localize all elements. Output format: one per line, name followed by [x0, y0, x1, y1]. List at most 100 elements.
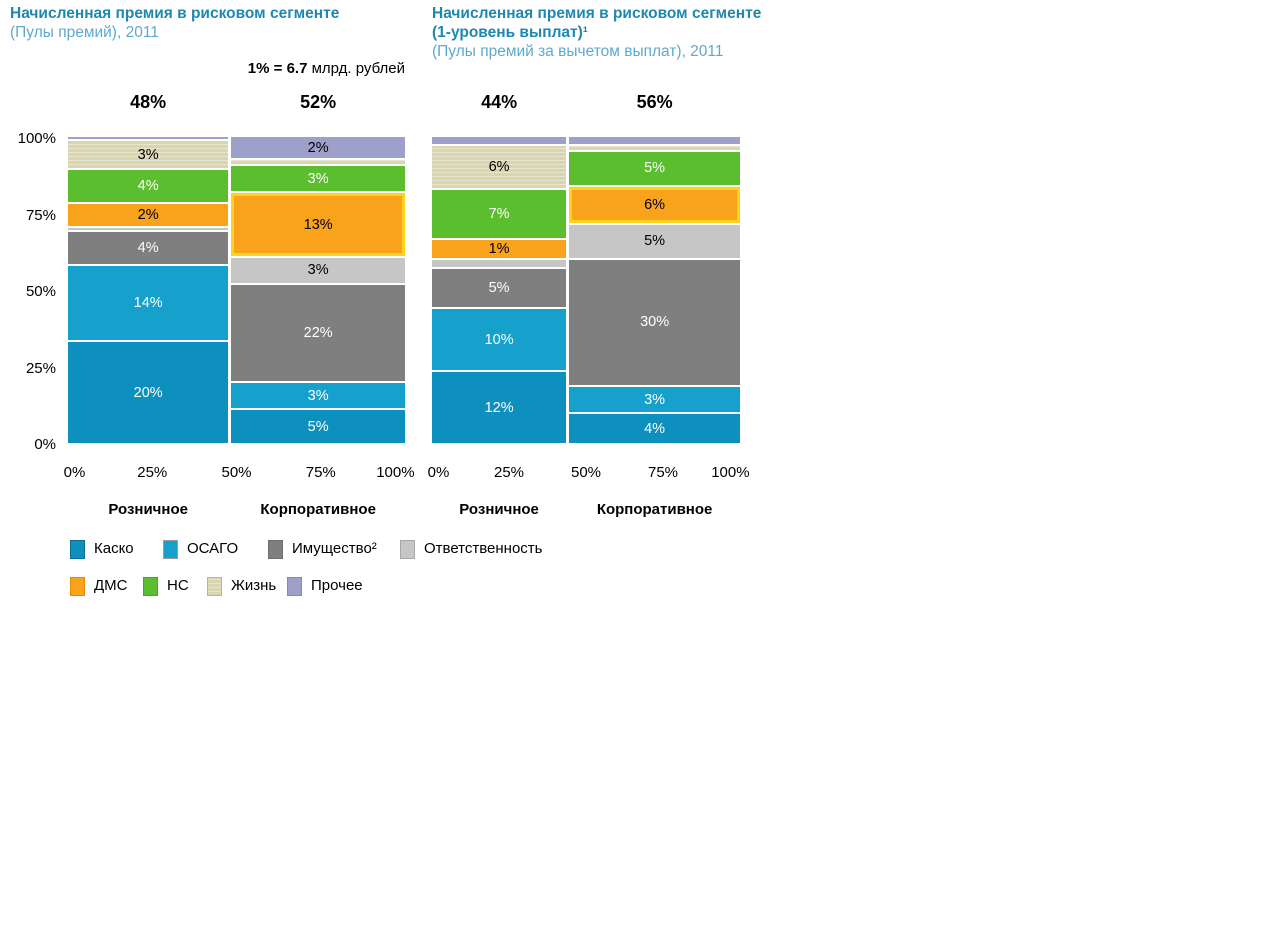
segment-label: 5% — [644, 160, 666, 177]
column-label-Корпоративное: Корпоративное — [596, 501, 713, 518]
legend-label-Имущество: Имущество² — [292, 540, 377, 557]
legend-swatch-НС — [143, 576, 158, 596]
segment-Розничное-Имущество: 5% — [432, 269, 567, 308]
segment-Корпоративное-Прочее: 2% — [231, 137, 405, 159]
segment-Розничное-Жизнь: 3% — [68, 141, 229, 169]
segment-Корпоративное-Каско: 4% — [569, 414, 740, 443]
segment-Корпоративное-Жизнь — [569, 146, 740, 151]
x-axis-tick-75: 75% — [305, 464, 336, 481]
segment-Розничное-НС: 4% — [68, 170, 229, 202]
segment-label: 6% — [644, 196, 666, 213]
segment-Розничное-НС: 7% — [432, 190, 567, 238]
x-axis-tick-25: 25% — [137, 464, 168, 481]
segment-Корпоративное-Ответственность: 3% — [231, 257, 405, 284]
segment-Розничное-Ответственность — [68, 228, 229, 231]
segment-label: 3% — [307, 262, 329, 279]
x-axis-tick-50: 50% — [570, 464, 602, 481]
chart-title-right-line3: (Пулы премий за вычетом выплат), 2011 — [432, 43, 724, 60]
legend-item-Каско: Каско — [70, 539, 134, 559]
legend-label-НС: НС — [167, 577, 189, 594]
legend-label-Ответственность: Ответственность — [424, 540, 543, 557]
segment-Розничное-ОСАГО: 14% — [68, 265, 229, 341]
mekko-chart-premium-net-of-claims: 44% 56% 6% 7% 1% 5% 10% 12% 5% 6% 5% 30% 3% 4% 0% 25%… — [428, 92, 750, 532]
segment-Корпоративное-Ответственность: 5% — [569, 225, 740, 258]
segment-label: 3% — [644, 391, 666, 408]
segment-label: 4% — [137, 240, 159, 256]
mekko-plot: 3% 4% 2% 4% 14% 20% 2% 3% 13% 3% 22% 3% 5% — [68, 137, 405, 444]
mekko-column-Розничное: 6% 7% 1% 5% 10% 12% — [432, 137, 567, 444]
y-axis-tick-25: 25% — [25, 359, 56, 377]
legend-swatch-ДМС — [70, 576, 85, 596]
segment-label: 30% — [640, 314, 670, 331]
column-share-Розничное: 44% — [481, 92, 518, 112]
x-axis-tick-100: 100% — [711, 464, 750, 481]
column-label-Розничное: Розничное — [459, 501, 539, 518]
segment-Корпоративное-ДМС: 13% — [231, 193, 405, 256]
segment-label: 14% — [133, 295, 163, 311]
legend-swatch-ОСАГО — [163, 539, 178, 559]
mekko-chart-premium-pools: 48% 52% 3% 4% 2% 4% 14% 20% 2% 3% 13% 3% 22% 3% 5% 0%… — [64, 92, 415, 532]
segment-label: 5% — [644, 233, 666, 250]
segment-Розничное-Имущество: 4% — [68, 232, 229, 264]
column-labels: Розничное Корпоративное — [432, 501, 740, 521]
legend-item-НС: НС — [143, 576, 189, 596]
segment-Розничное-ДМС: 2% — [68, 203, 229, 227]
segment-Корпоративное-ДМС: 6% — [569, 186, 740, 223]
column-share-headers: 44% 56% — [432, 92, 740, 114]
legend-item-Имущество: Имущество² — [268, 539, 377, 559]
mekko-column-Корпоративное: 2% 3% 13% 3% 22% 3% 5% — [231, 137, 405, 443]
mekko-column-Корпоративное: 5% 6% 5% 30% 3% 4% — [569, 137, 740, 443]
segment-label: 10% — [484, 331, 514, 348]
segment-Розничное-Каско: 20% — [68, 342, 229, 444]
legend-item-Жизнь: Жизнь — [207, 576, 276, 596]
segment-label: 3% — [307, 387, 329, 404]
segment-Корпоративное-Имущество: 30% — [569, 259, 740, 385]
segment-Розничное-Прочее — [68, 137, 229, 140]
segment-label: 20% — [133, 384, 163, 401]
segment-label: 4% — [137, 177, 159, 194]
segment-label: 6% — [488, 159, 510, 176]
column-label-Розничное: Розничное — [108, 501, 188, 518]
segment-Корпоративное-НС: 5% — [569, 152, 740, 185]
legend-swatch-Жизнь — [207, 576, 222, 596]
y-axis-tick-50: 50% — [25, 283, 56, 300]
segment-Корпоративное-ОСАГО: 3% — [569, 387, 740, 413]
segment-label: 1% — [488, 240, 510, 257]
legend-swatch-Прочее — [287, 576, 302, 596]
column-share-Корпоративное: 52% — [300, 92, 337, 112]
y-axis-tick-100: 100% — [17, 130, 56, 147]
segment-label: 3% — [307, 170, 329, 187]
x-axis-ticks: 0% 25% 50% 75% 100% — [428, 464, 750, 482]
scale-note: 1% = 6.7 млрд. рублей — [68, 60, 405, 77]
mekko-column-Розничное: 3% 4% 2% 4% 14% 20% — [68, 137, 229, 444]
legend-swatch-Имущество — [268, 539, 283, 559]
chart-title-left-line1: Начисленная премия в рисковом сегменте — [10, 5, 340, 22]
column-label-Корпоративное: Корпоративное — [260, 501, 376, 518]
segment-label: 2% — [137, 206, 159, 223]
column-share-Розничное: 48% — [130, 92, 167, 112]
segment-Корпоративное-Прочее — [569, 137, 740, 145]
chart-title-left: Начисленная премия в рисковом сегменте (… — [10, 4, 415, 42]
segment-Корпоративное-ОСАГО: 3% — [231, 383, 405, 409]
y-axis-tick-0: 0% — [34, 436, 56, 453]
mekko-plot: 6% 7% 1% 5% 10% 12% 5% 6% 5% 30% 3% 4% — [432, 137, 740, 444]
x-axis-tick-50: 50% — [221, 464, 252, 481]
x-axis-tick-0: 0% — [63, 464, 86, 481]
chart-title-right-line2: (1-уровень выплат)¹ — [432, 24, 588, 41]
legend-swatch-Ответственность — [400, 539, 415, 559]
segment-Розничное-ДМС: 1% — [432, 239, 567, 259]
segment-Розничное-Каско: 12% — [432, 372, 567, 444]
column-share-Корпоративное: 56% — [636, 92, 673, 112]
column-share-headers: 48% 52% — [68, 92, 405, 114]
segment-label: 13% — [303, 216, 333, 233]
legend-label-Каско: Каско — [94, 540, 134, 557]
legend-item-ОСАГО: ОСАГО — [163, 539, 238, 559]
segment-label: 2% — [307, 139, 329, 156]
segment-Корпоративное-Каско: 5% — [231, 410, 405, 443]
segment-Розничное-Прочее — [432, 137, 567, 145]
legend-item-Прочее: Прочее — [287, 576, 363, 596]
segment-Розничное-Жизнь: 6% — [432, 146, 567, 189]
segment-Корпоративное-Имущество: 22% — [231, 285, 405, 382]
segment-label: 4% — [644, 420, 666, 437]
